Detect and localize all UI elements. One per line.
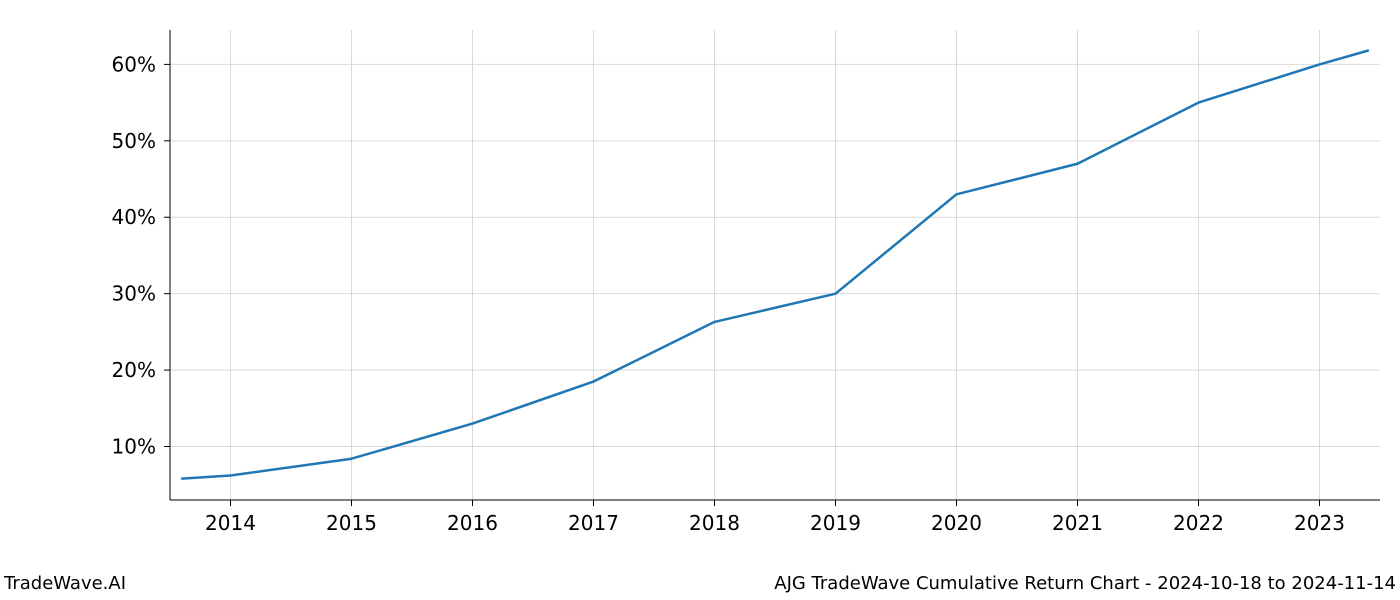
footer-caption: AJG TradeWave Cumulative Return Chart - … [774, 573, 1396, 594]
x-tick-label: 2017 [568, 511, 619, 535]
x-tick-label: 2019 [810, 511, 861, 535]
y-tick-label: 60% [112, 52, 156, 76]
line-chart: 2014 2015 2016 2017 2018 2019 2020 2021 2022 2023… [0, 0, 1400, 600]
x-tick-label: 2022 [1173, 511, 1224, 535]
x-tick-label: 2020 [931, 511, 982, 535]
footer-brand: TradeWave.AI [4, 573, 126, 594]
y-tick-label: 10% [112, 435, 156, 459]
y-tick-label: 20% [112, 358, 156, 382]
x-tick-label: 2021 [1052, 511, 1103, 535]
x-tick-label: 2016 [447, 511, 498, 535]
y-tick-label: 40% [112, 205, 156, 229]
x-tick-label: 2015 [326, 511, 377, 535]
x-tick-label: 2023 [1294, 511, 1345, 535]
x-tick-label: 2018 [689, 511, 740, 535]
y-tick-label: 50% [112, 129, 156, 153]
chart-container: 2014 2015 2016 2017 2018 2019 2020 2021 2022 2023… [0, 0, 1400, 600]
y-tick-label: 30% [112, 282, 156, 306]
x-tick-label: 2014 [205, 511, 256, 535]
